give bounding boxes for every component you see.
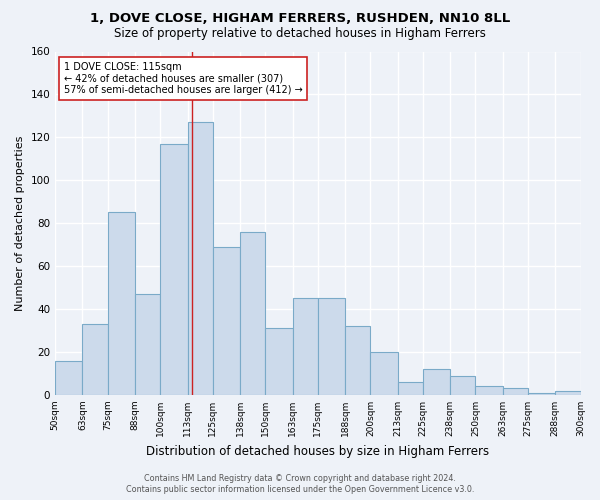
Bar <box>503 388 528 395</box>
Bar <box>188 122 213 395</box>
Bar <box>213 247 240 395</box>
X-axis label: Distribution of detached houses by size in Higham Ferrers: Distribution of detached houses by size … <box>146 444 490 458</box>
Bar <box>108 212 135 395</box>
Text: 1 DOVE CLOSE: 115sqm
← 42% of detached houses are smaller (307)
57% of semi-deta: 1 DOVE CLOSE: 115sqm ← 42% of detached h… <box>64 62 302 96</box>
Bar <box>398 382 423 395</box>
Y-axis label: Number of detached properties: Number of detached properties <box>15 136 25 311</box>
Bar <box>423 369 450 395</box>
Text: Size of property relative to detached houses in Higham Ferrers: Size of property relative to detached ho… <box>114 28 486 40</box>
Bar <box>160 144 188 395</box>
Bar <box>345 326 370 395</box>
Text: Contains HM Land Registry data © Crown copyright and database right 2024.
Contai: Contains HM Land Registry data © Crown c… <box>126 474 474 494</box>
Bar <box>450 376 475 395</box>
Bar <box>528 393 555 395</box>
Bar <box>55 360 82 395</box>
Bar <box>135 294 160 395</box>
Bar <box>265 328 293 395</box>
Bar <box>318 298 345 395</box>
Bar <box>82 324 108 395</box>
Bar <box>370 352 398 395</box>
Bar <box>240 232 265 395</box>
Bar <box>555 390 581 395</box>
Text: 1, DOVE CLOSE, HIGHAM FERRERS, RUSHDEN, NN10 8LL: 1, DOVE CLOSE, HIGHAM FERRERS, RUSHDEN, … <box>90 12 510 26</box>
Bar <box>293 298 318 395</box>
Bar <box>475 386 503 395</box>
